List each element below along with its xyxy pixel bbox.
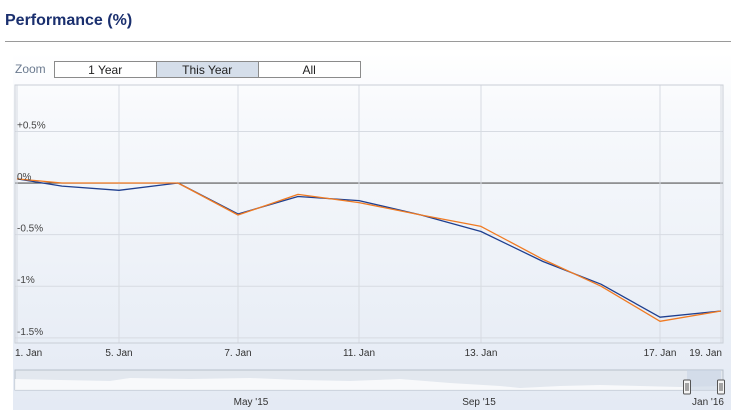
grid [14,84,724,344]
x-tick-label: 13. Jan [465,348,498,359]
navigator-date-label: May '15 [234,397,269,408]
handle-body [683,379,691,395]
navigator[interactable]: May '15 Sep '15 Jan '16 [14,369,725,408]
y-tick-label: +0.5% [17,120,46,131]
navigator-series-area [15,378,723,390]
navigator-handle-left[interactable] [683,379,691,395]
handle-body [717,379,725,395]
y-axis-labels: +0.5% 0% -0.5% -1% -1.5% [17,120,46,337]
x-tick-label: 5. Jan [105,348,132,359]
zoom-control: Zoom 1 Year This Year All [15,60,361,78]
y-tick-label: -1.5% [17,327,43,338]
zoom-this-year-button[interactable]: This Year [156,60,259,78]
plot-border [14,84,724,344]
title-divider [5,41,731,42]
chart-background [13,53,731,410]
zoom-1-year-button[interactable]: 1 Year [53,60,157,78]
y-tick-label: 0% [17,172,32,183]
x-tick-label: 17. Jan [644,348,677,359]
zoom-all-button[interactable]: All [258,60,361,78]
x-tick-label: 19. Jan [689,348,722,359]
navigator-handle-right[interactable] [717,379,725,395]
x-tick-label: 7. Jan [224,348,251,359]
series-lines [16,178,722,322]
navigator-date-label: Jan '16 [692,397,724,408]
navigator-date-label: Sep '15 [462,397,496,408]
zoom-label: Zoom [15,62,46,76]
x-tick-label: 11. Jan [343,348,375,359]
page-title: Performance (%) [5,12,133,29]
navigator-selection [687,370,721,390]
y-tick-label: -0.5% [17,224,43,235]
series-line-2 [16,178,722,322]
series-line-1 [16,178,722,318]
x-axis-labels: 1. Jan 5. Jan 7. Jan 11. Jan 13. Jan 17. Jan 1… [15,348,722,359]
y-tick-label: -1% [17,275,35,286]
x-tick-label: 1. Jan [15,348,42,359]
